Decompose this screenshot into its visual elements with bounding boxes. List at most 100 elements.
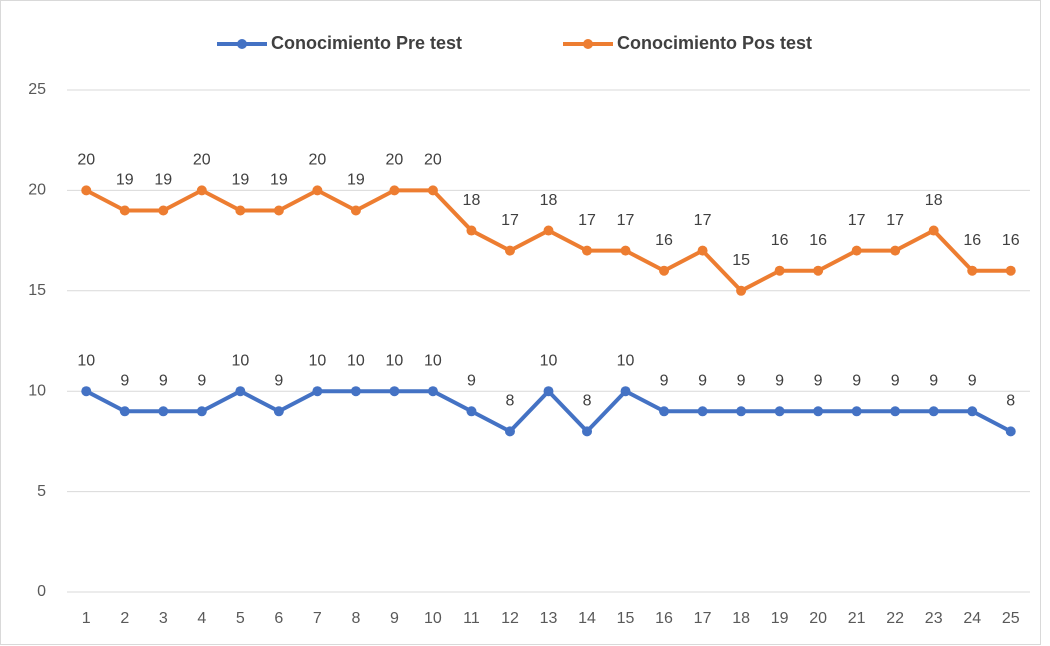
point <box>620 245 631 256</box>
point <box>1005 426 1016 437</box>
point <box>427 386 438 397</box>
data-label: 20 <box>424 152 442 169</box>
legend-label: Conocimiento Pos test <box>617 33 812 53</box>
point <box>389 386 400 397</box>
point <box>928 225 939 236</box>
data-label: 10 <box>540 352 558 369</box>
data-label: 9 <box>660 372 669 389</box>
data-label: 18 <box>463 192 481 209</box>
x-tick-label: 20 <box>809 610 827 627</box>
x-tick-label: 3 <box>159 610 168 627</box>
point <box>158 205 169 216</box>
data-label: 9 <box>698 372 707 389</box>
data-label: 9 <box>814 372 823 389</box>
x-tick-label: 25 <box>1002 610 1020 627</box>
point <box>813 265 824 276</box>
data-label: 8 <box>1006 393 1015 410</box>
point <box>119 205 130 216</box>
point <box>504 426 515 437</box>
y-tick-label: 25 <box>28 81 46 98</box>
point <box>273 406 284 417</box>
data-label: 10 <box>617 352 635 369</box>
data-label: 9 <box>197 372 206 389</box>
x-tick-label: 17 <box>694 610 712 627</box>
x-tick-label: 14 <box>578 610 596 627</box>
point <box>582 245 593 256</box>
legend-marker <box>583 39 593 49</box>
point <box>389 185 400 196</box>
data-label: 9 <box>968 372 977 389</box>
point <box>196 406 207 417</box>
x-tick-label: 7 <box>313 610 322 627</box>
x-tick-label: 23 <box>925 610 943 627</box>
point <box>890 406 901 417</box>
x-tick-label: 5 <box>236 610 245 627</box>
data-label: 17 <box>848 212 866 229</box>
data-label: 9 <box>775 372 784 389</box>
data-label: 16 <box>1002 232 1020 249</box>
data-label: 10 <box>77 352 95 369</box>
point <box>890 245 901 256</box>
point <box>235 386 246 397</box>
data-label: 17 <box>501 212 519 229</box>
point <box>81 386 92 397</box>
data-label: 19 <box>270 172 288 189</box>
point <box>736 285 747 296</box>
data-label: 10 <box>231 352 249 369</box>
point <box>697 406 708 417</box>
data-label: 17 <box>617 212 635 229</box>
point <box>543 225 554 236</box>
data-label: 9 <box>120 372 129 389</box>
data-label: 16 <box>771 232 789 249</box>
data-label: 18 <box>540 192 558 209</box>
data-label: 9 <box>737 372 746 389</box>
point <box>813 406 824 417</box>
x-tick-label: 24 <box>963 610 981 627</box>
data-label: 9 <box>274 372 283 389</box>
point <box>1005 265 1016 276</box>
x-tick-label: 15 <box>617 610 635 627</box>
x-tick-label: 11 <box>463 610 480 627</box>
point <box>774 406 785 417</box>
point <box>466 406 477 417</box>
y-tick-label: 0 <box>37 583 46 600</box>
data-label: 16 <box>963 232 981 249</box>
data-label: 20 <box>193 152 211 169</box>
data-label: 8 <box>506 393 515 410</box>
x-tick-label: 13 <box>540 610 558 627</box>
y-tick-label: 10 <box>28 382 46 399</box>
point <box>851 245 862 256</box>
point <box>273 205 284 216</box>
data-label: 20 <box>386 152 404 169</box>
y-tick-label: 20 <box>28 182 46 199</box>
x-tick-label: 21 <box>848 610 866 627</box>
point <box>659 406 670 417</box>
data-label: 18 <box>925 192 943 209</box>
x-tick-label: 9 <box>390 610 399 627</box>
data-label: 9 <box>852 372 861 389</box>
point <box>659 265 670 276</box>
data-label: 15 <box>732 252 750 269</box>
data-label: 10 <box>347 352 365 369</box>
point <box>466 225 477 236</box>
point <box>119 406 130 417</box>
data-label: 19 <box>347 172 365 189</box>
y-tick-label: 15 <box>28 282 46 299</box>
point <box>851 406 862 417</box>
point <box>620 386 631 397</box>
x-tick-label: 12 <box>501 610 519 627</box>
point <box>81 185 92 196</box>
point <box>312 185 323 196</box>
point <box>350 205 361 216</box>
point <box>196 185 207 196</box>
point <box>582 426 593 437</box>
data-label: 19 <box>154 172 172 189</box>
point <box>504 245 515 256</box>
data-label: 16 <box>809 232 827 249</box>
point <box>158 406 169 417</box>
data-label: 10 <box>424 352 442 369</box>
x-tick-label: 10 <box>424 610 442 627</box>
point <box>774 265 785 276</box>
